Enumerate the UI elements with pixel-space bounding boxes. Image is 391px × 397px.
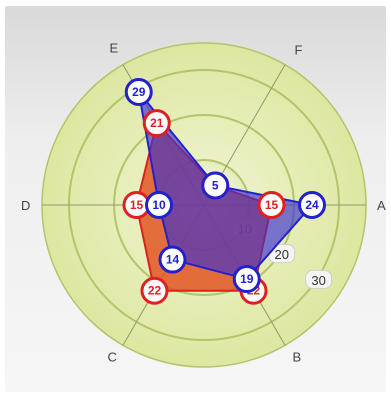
- axis-label-c: C: [108, 349, 117, 364]
- axis-label-b: B: [293, 349, 302, 364]
- series-2-point-d[interactable]: 10: [145, 191, 173, 219]
- data-marker[interactable]: [232, 265, 261, 294]
- radial-tick-30: 30: [305, 269, 333, 289]
- axis-label-d: D: [21, 198, 30, 213]
- radial-tick-label: 30: [311, 273, 325, 288]
- axis-label-e: E: [110, 41, 119, 56]
- series-2-point-f[interactable]: 5: [201, 171, 230, 200]
- data-label: 22: [148, 284, 162, 298]
- data-label: 14: [166, 253, 180, 267]
- data-marker[interactable]: [201, 171, 230, 200]
- axis-label-a: A: [377, 198, 386, 213]
- data-marker[interactable]: [142, 109, 171, 138]
- data-marker[interactable]: [145, 191, 173, 219]
- data-label: 24: [305, 198, 319, 212]
- axis-label-f: F: [295, 43, 303, 58]
- data-marker[interactable]: [124, 77, 153, 106]
- radial-tick-20: 20: [268, 244, 296, 264]
- data-marker[interactable]: [298, 191, 326, 219]
- data-label: 29: [132, 85, 146, 99]
- series-1-point-a[interactable]: 15: [257, 191, 286, 219]
- data-marker[interactable]: [158, 245, 187, 274]
- series-1-point-e[interactable]: 21: [142, 109, 171, 138]
- data-label: 15: [130, 198, 144, 212]
- data-marker[interactable]: [257, 191, 286, 219]
- series-2-point-e[interactable]: 29: [124, 77, 153, 106]
- radial-tick-label: 20: [274, 247, 288, 262]
- data-label: 19: [240, 272, 254, 286]
- series-1-point-c[interactable]: 22: [140, 276, 169, 305]
- series-2-point-c[interactable]: 14: [158, 245, 187, 274]
- data-marker[interactable]: [140, 276, 169, 305]
- data-label: 5: [212, 179, 219, 193]
- series-2-point-a[interactable]: 24: [298, 191, 326, 219]
- radial-tick-box: [305, 269, 333, 289]
- data-label: 10: [152, 198, 166, 212]
- data-label: 21: [150, 116, 164, 130]
- series-2-point-b[interactable]: 19: [232, 265, 261, 294]
- data-label: 15: [265, 198, 279, 212]
